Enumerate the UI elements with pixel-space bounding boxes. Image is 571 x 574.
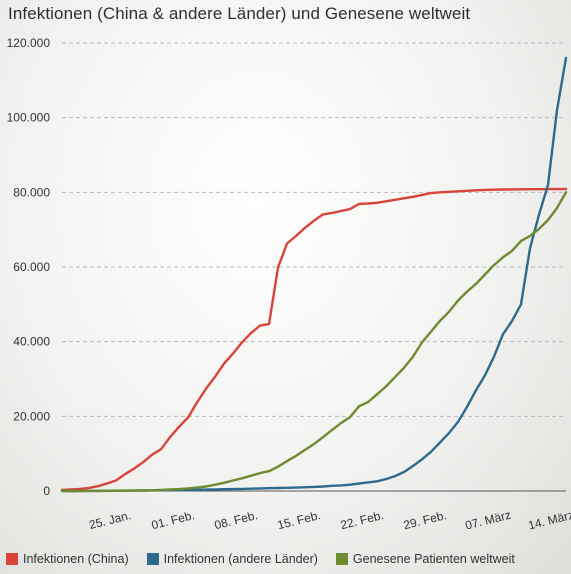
x-tick-label: 15. Feb. bbox=[276, 508, 322, 532]
x-tick-label: 29. Feb. bbox=[402, 508, 448, 532]
x-tick-label: 07. März bbox=[464, 508, 513, 533]
legend-label-recovered: Genesene Patienten weltweit bbox=[352, 552, 515, 566]
x-tick-label: 08. Feb. bbox=[213, 508, 259, 532]
legend-item-china[interactable]: Infektionen (China) bbox=[6, 552, 129, 566]
x-tick-label: 14. März bbox=[527, 508, 571, 533]
legend-label-china: Infektionen (China) bbox=[23, 552, 129, 566]
x-axis-ticks: 25. Jan. 01. Feb. 08. Feb. 15. Feb. 22. Feb.… bbox=[88, 508, 571, 533]
legend-item-other[interactable]: Infektionen (andere Länder) bbox=[146, 552, 318, 566]
chart-title: Infektionen (China & andere Länder) und … bbox=[8, 4, 471, 23]
legend-swatch-recovered bbox=[335, 553, 348, 565]
legend-swatch-china bbox=[6, 553, 18, 565]
legend-label-other: Infektionen (andere Länder) bbox=[163, 552, 318, 566]
series-line-other-countries bbox=[60, 56, 568, 493]
y-tick-label: 80.000 bbox=[13, 185, 50, 199]
y-tick-label: 100.000 bbox=[7, 111, 51, 125]
series-line-china bbox=[60, 187, 568, 492]
x-tick-label: 01. Feb. bbox=[150, 508, 196, 532]
y-tick-label: 120.000 bbox=[7, 36, 51, 50]
legend-item-recovered[interactable]: Genesene Patienten weltweit bbox=[335, 552, 515, 566]
gridlines bbox=[62, 42, 566, 492]
y-tick-label: 60.000 bbox=[13, 260, 50, 274]
y-tick-label: 20.000 bbox=[13, 409, 50, 423]
series-lines bbox=[60, 56, 568, 493]
y-axis-ticks: 0 20.000 40.000 60.000 80.000 100.000 120.000 bbox=[7, 36, 51, 498]
y-tick-label: 0 bbox=[43, 484, 50, 498]
x-tick-label: 25. Jan. bbox=[88, 508, 133, 532]
legend: Infektionen (China) Infektionen (andere … bbox=[6, 552, 533, 566]
series-line-recovered bbox=[60, 191, 568, 493]
y-tick-label: 40.000 bbox=[13, 335, 50, 349]
legend-swatch-other bbox=[146, 553, 159, 565]
x-tick-label: 22. Feb. bbox=[339, 508, 385, 532]
